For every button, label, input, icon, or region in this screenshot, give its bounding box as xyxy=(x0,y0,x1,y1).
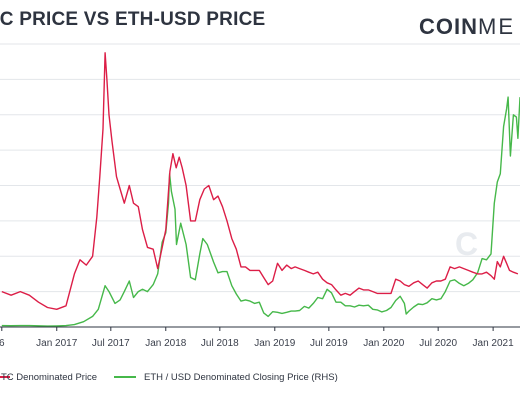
x-tick-label: Jan 2020 xyxy=(363,338,405,349)
chart-title: TC PRICE VS ETH-USD PRICE xyxy=(0,9,266,30)
x-tick-label: Jul 2017 xyxy=(92,338,130,349)
x-tick-label: Jan 2017 xyxy=(36,338,78,349)
x-tick-label: Jan 2021 xyxy=(473,338,515,349)
legend-label-eth: ETH / USD Denominated Closing Price (RHS… xyxy=(144,372,338,383)
brand-logo-bold: COIN xyxy=(419,14,478,39)
x-tick-label: 6 xyxy=(0,338,5,349)
x-tick-label: Jan 2019 xyxy=(254,338,296,349)
x-tick-label: Jul 2020 xyxy=(419,338,457,349)
gridlines xyxy=(0,43,520,293)
x-axis-ticks: 6 Jan 2017 Jul 2017 Jan 2018 Jul 2018 Jan 201… xyxy=(0,327,514,349)
watermark-text: C xyxy=(455,226,478,262)
series-lines xyxy=(1,52,520,327)
brand-logo: COINME xyxy=(419,14,515,40)
series-line-eth xyxy=(1,96,520,327)
x-tick-label: Jul 2018 xyxy=(201,338,239,349)
x-tick-label: Jul 2019 xyxy=(310,338,348,349)
series-line-tc xyxy=(1,52,519,310)
brand-logo-light: ME xyxy=(478,14,515,39)
legend-label-tc: TC Denominated Price xyxy=(1,372,97,383)
x-tick-label: Jan 2018 xyxy=(145,338,187,349)
legend: TC Denominated Price ETH / USD Denominat… xyxy=(0,372,338,383)
